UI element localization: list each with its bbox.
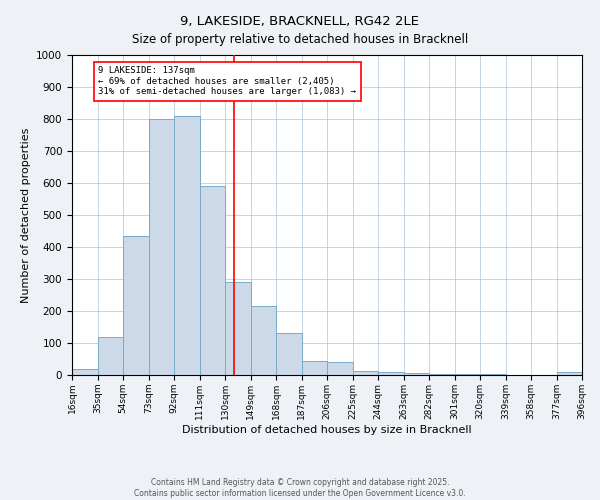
- Bar: [199, 186, 225, 375]
- Bar: [149, 119, 174, 375]
- Bar: [353, 371, 378, 375]
- Text: 9, LAKESIDE, BRACKNELL, RG42 2LE: 9, LAKESIDE, BRACKNELL, RG42 2LE: [181, 15, 419, 28]
- Bar: [455, 374, 480, 375]
- Y-axis label: Number of detached properties: Number of detached properties: [20, 128, 31, 302]
- Bar: [327, 362, 353, 375]
- X-axis label: Distribution of detached houses by size in Bracknell: Distribution of detached houses by size …: [182, 424, 472, 434]
- Bar: [557, 372, 582, 375]
- Bar: [123, 236, 149, 375]
- Bar: [378, 372, 404, 375]
- Text: 9 LAKESIDE: 137sqm
← 69% of detached houses are smaller (2,405)
31% of semi-deta: 9 LAKESIDE: 137sqm ← 69% of detached hou…: [98, 66, 356, 96]
- Text: Contains HM Land Registry data © Crown copyright and database right 2025.
Contai: Contains HM Land Registry data © Crown c…: [134, 478, 466, 498]
- Bar: [302, 360, 327, 375]
- Bar: [429, 374, 455, 375]
- Bar: [251, 306, 276, 375]
- Bar: [72, 368, 97, 375]
- Bar: [225, 282, 251, 375]
- Bar: [480, 374, 505, 375]
- Bar: [276, 334, 302, 375]
- Bar: [174, 116, 199, 375]
- Text: Size of property relative to detached houses in Bracknell: Size of property relative to detached ho…: [132, 32, 468, 46]
- Bar: [404, 373, 429, 375]
- Bar: [97, 336, 123, 375]
